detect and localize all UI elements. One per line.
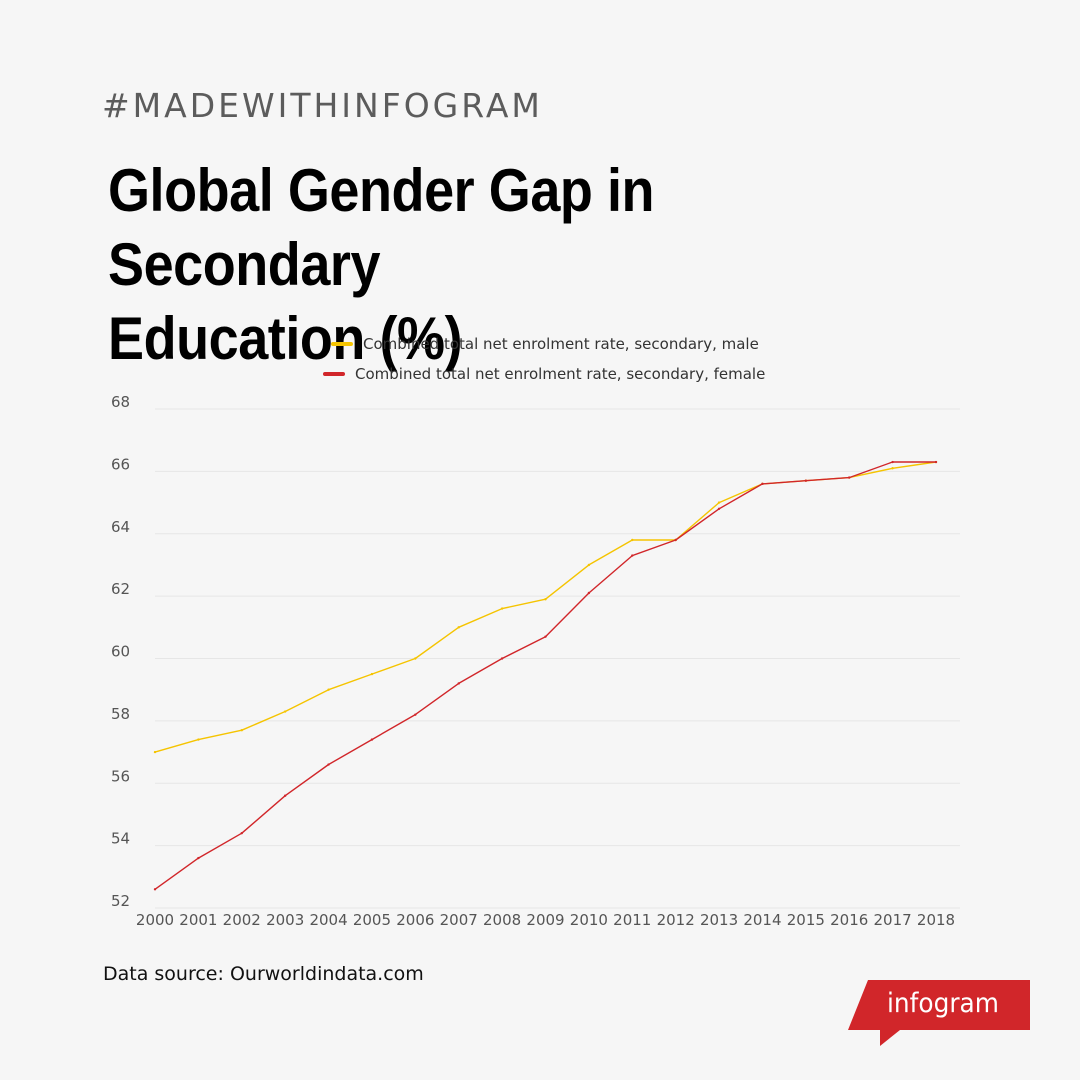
- x-tick-label-2015: 2015: [787, 911, 825, 929]
- y-tick-label-54: 54: [111, 830, 130, 848]
- data-point-female-2012[interactable]: [674, 538, 677, 542]
- data-point-female-2000[interactable]: [153, 888, 157, 891]
- data-point-female-2002[interactable]: [240, 831, 243, 835]
- data-point-male-2003[interactable]: [283, 710, 287, 713]
- series-line-female[interactable]: [154, 461, 936, 890]
- data-point-male-2000[interactable]: [153, 750, 157, 754]
- chart-title-line-1: Global Gender Gap in Secondary: [108, 157, 655, 298]
- data-point-female-2013[interactable]: [717, 507, 721, 510]
- infogram-logo-text: infogram: [886, 988, 999, 1019]
- x-tick-label-2014: 2014: [743, 911, 781, 929]
- x-tick-label-2012: 2012: [657, 911, 695, 929]
- data-point-female-2016[interactable]: [848, 476, 851, 479]
- data-point-male-2011[interactable]: [631, 538, 634, 542]
- x-tick-label-2005: 2005: [353, 911, 391, 929]
- data-point-male-2013[interactable]: [717, 501, 721, 504]
- legend-label-female: Combined total net enrolment rate, secon…: [355, 365, 766, 383]
- x-tick-label-2002: 2002: [223, 911, 261, 929]
- y-tick-label-62: 62: [111, 580, 130, 598]
- data-point-male-2017[interactable]: [891, 467, 894, 470]
- data-point-female-2007[interactable]: [457, 682, 460, 685]
- x-tick-label-2008: 2008: [483, 911, 521, 929]
- data-point-female-2006[interactable]: [414, 713, 417, 716]
- y-axis-tick-labels: 52 54 56 58 60 62 64 66 68: [111, 393, 130, 910]
- data-point-male-2005[interactable]: [370, 672, 374, 676]
- logo-badge-shape: [848, 980, 1030, 1046]
- y-tick-label-56: 56: [111, 767, 130, 785]
- data-point-female-2014[interactable]: [761, 482, 764, 486]
- data-point-female-2010[interactable]: [587, 591, 591, 595]
- x-tick-label-2009: 2009: [526, 911, 564, 929]
- x-tick-label-2010: 2010: [570, 911, 608, 929]
- data-point-female-2018[interactable]: [934, 460, 938, 464]
- x-tick-label-2007: 2007: [440, 911, 478, 929]
- y-tick-label-58: 58: [111, 705, 130, 723]
- x-tick-label-2001: 2001: [179, 911, 217, 929]
- data-point-female-2009[interactable]: [544, 635, 547, 638]
- legend-label-male: Combined total net enrolment rate, secon…: [363, 335, 759, 353]
- y-tick-label-68: 68: [111, 393, 130, 411]
- data-point-female-2004[interactable]: [327, 763, 330, 766]
- legend-item-female[interactable]: Combined total net enrolment rate, secon…: [323, 364, 765, 384]
- series-lines: [153, 460, 938, 891]
- x-tick-label-2000: 2000: [136, 911, 174, 929]
- chart-title-line-2: Education (%): [108, 305, 463, 372]
- legend-swatch-female: [323, 372, 345, 376]
- series-male: [153, 460, 938, 754]
- x-axis-tick-labels: 2000 2001 2002 2003 2004 2005 2006 2007 2008 2009…: [136, 911, 955, 929]
- data-point-female-2017[interactable]: [891, 460, 894, 464]
- data-point-male-2009[interactable]: [544, 598, 547, 601]
- x-tick-label-2006: 2006: [396, 911, 434, 929]
- data-point-male-2004[interactable]: [327, 688, 330, 691]
- x-tick-label-2011: 2011: [613, 911, 651, 929]
- x-tick-label-2004: 2004: [309, 911, 347, 929]
- series-line-male[interactable]: [154, 461, 937, 753]
- data-point-female-2001[interactable]: [197, 856, 200, 860]
- y-tick-label-64: 64: [111, 518, 130, 536]
- x-tick-label-2017: 2017: [874, 911, 912, 929]
- data-point-male-2002[interactable]: [240, 729, 243, 732]
- data-point-female-2003[interactable]: [283, 794, 287, 797]
- data-point-male-2007[interactable]: [457, 626, 460, 629]
- data-point-male-2010[interactable]: [587, 563, 591, 567]
- data-point-female-2011[interactable]: [631, 554, 634, 557]
- hashtag-label: #MADEWITHINFOGRAM: [102, 86, 543, 125]
- x-tick-label-2018: 2018: [917, 911, 955, 929]
- x-tick-label-2003: 2003: [266, 911, 304, 929]
- legend-swatch-male: [331, 342, 353, 346]
- legend-item-male[interactable]: Combined total net enrolment rate, secon…: [331, 334, 759, 354]
- y-tick-label-52: 52: [111, 892, 130, 910]
- series-female: [153, 460, 938, 891]
- data-point-female-2008[interactable]: [500, 657, 504, 660]
- data-point-female-2015[interactable]: [804, 479, 808, 482]
- data-point-male-2006[interactable]: [414, 657, 417, 660]
- infogram-logo-badge[interactable]: [848, 980, 1030, 1046]
- x-tick-label-2016: 2016: [830, 911, 868, 929]
- y-tick-label-66: 66: [111, 455, 130, 473]
- x-tick-label-2013: 2013: [700, 911, 738, 929]
- y-tick-label-60: 60: [111, 643, 130, 661]
- data-source-note: Data source: Ourworldindata.com: [103, 963, 424, 985]
- data-point-female-2005[interactable]: [370, 738, 374, 741]
- chart-title: Global Gender Gap in Secondary Education…: [108, 154, 918, 376]
- grid-lines: [155, 408, 960, 909]
- data-point-male-2001[interactable]: [197, 738, 200, 741]
- data-point-male-2008[interactable]: [500, 607, 504, 610]
